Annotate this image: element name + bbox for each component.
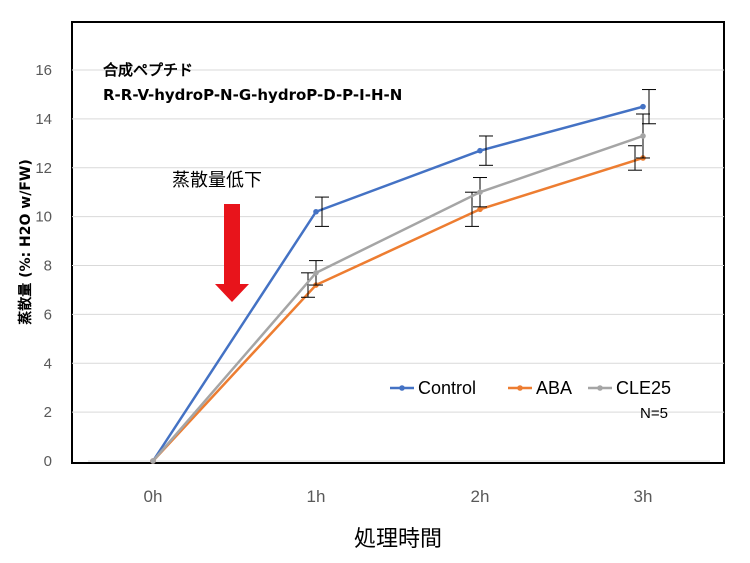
legend-label-aba: ABA	[536, 378, 572, 398]
y-tick-labels: 0 2 4 6 8 10 12 14 16	[35, 62, 52, 470]
point-cle25	[313, 270, 319, 276]
peptide-sequence: R-R-V-hydroP-N-G-hydroP-D-P-I-H-N	[103, 86, 402, 104]
y-tick-label: 2	[44, 404, 52, 421]
series-layer	[150, 89, 656, 464]
legend-marker-control	[399, 385, 405, 391]
legend-label-control: Control	[418, 378, 476, 398]
x-tick-label: 2h	[471, 487, 490, 506]
y-tick-label: 14	[35, 111, 52, 128]
legend-label-cle25: CLE25	[616, 378, 671, 398]
x-tick-label: 1h	[307, 487, 326, 506]
point-control	[477, 147, 483, 154]
legend-marker-aba	[517, 385, 523, 391]
y-tick-label: 16	[35, 62, 52, 79]
y-tick-label: 8	[44, 258, 52, 275]
x-tick-labels: 0h 1h 2h 3h	[144, 487, 653, 506]
point-control	[313, 208, 319, 215]
x-tick-label: 3h	[634, 487, 653, 506]
x-axis-label: 処理時間	[354, 527, 442, 552]
x-tick-label: 0h	[144, 487, 163, 506]
plot-frame	[71, 21, 725, 464]
point-cle25	[477, 189, 483, 195]
series-line-control	[151, 105, 644, 462]
decrease-arrow-icon	[215, 204, 249, 302]
gridlines	[72, 69, 724, 462]
point-cle25	[640, 133, 646, 139]
series-line-aba	[152, 156, 644, 462]
point-control	[640, 103, 646, 110]
peptide-title: 合成ペプチド	[102, 61, 193, 79]
legend-marker-cle25	[597, 385, 603, 391]
y-tick-label: 6	[44, 306, 52, 323]
point-aba	[477, 206, 483, 213]
y-tick-label: 4	[44, 355, 52, 372]
legend: Control ABA CLE25	[390, 378, 671, 398]
series-line-cle25	[152, 134, 644, 462]
y-axis-label: 蒸散量 (%: H2O w/FW)	[17, 159, 34, 324]
y-tick-label: 0	[44, 453, 52, 470]
n-label: N=5	[640, 405, 668, 422]
y-tick-label: 12	[35, 160, 52, 177]
y-tick-label: 10	[35, 209, 52, 226]
arrow-label: 蒸散量低下	[172, 170, 262, 191]
point-cle25	[150, 458, 156, 464]
